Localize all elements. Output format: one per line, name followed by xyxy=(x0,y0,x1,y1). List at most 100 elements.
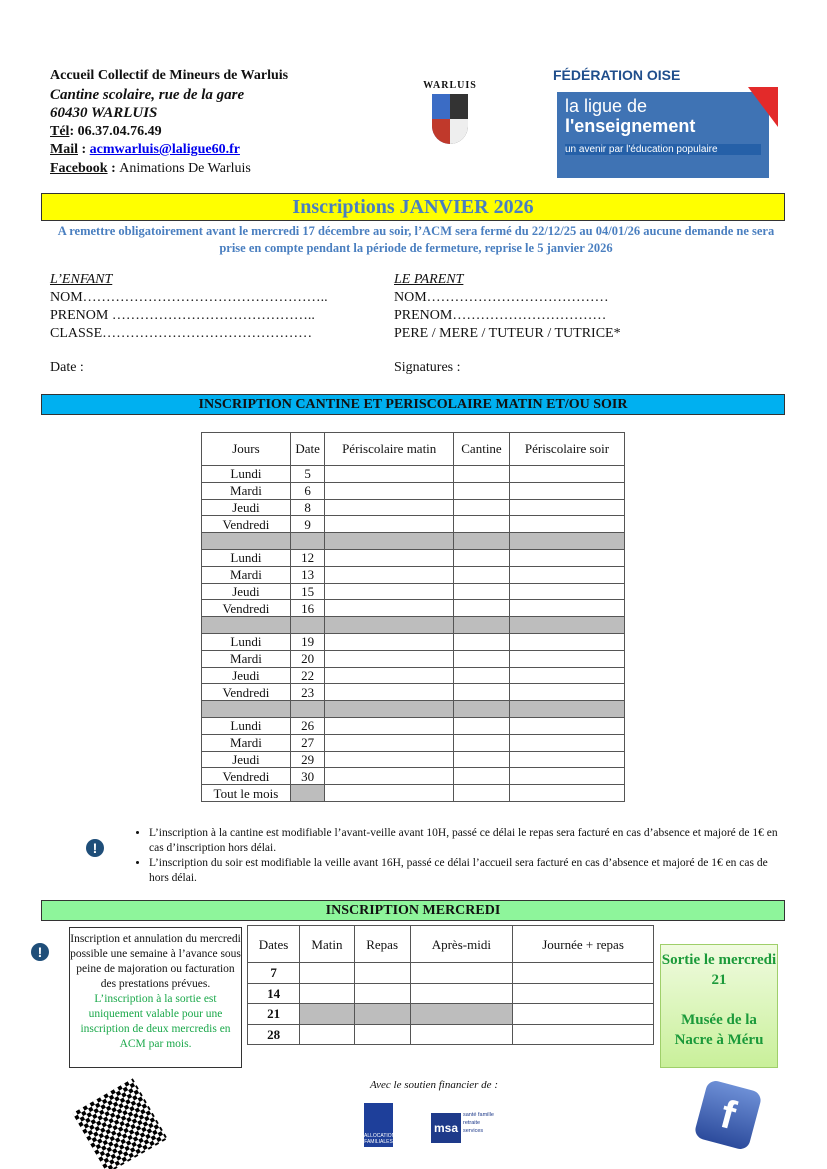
day-cell: Tout le mois xyxy=(201,784,291,802)
matin-checkbox[interactable] xyxy=(324,767,454,786)
cantine-checkbox[interactable] xyxy=(453,548,510,567)
cantine-checkbox[interactable] xyxy=(453,498,510,517)
repas-checkbox[interactable] xyxy=(353,1023,411,1045)
day-cell: Jeudi xyxy=(201,582,291,601)
soir-checkbox[interactable] xyxy=(508,599,626,618)
matin-checkbox[interactable] xyxy=(324,649,454,668)
matin-checkbox[interactable] xyxy=(324,515,454,534)
matin-checkbox[interactable] xyxy=(324,565,454,584)
repas-checkbox[interactable] xyxy=(353,1003,411,1025)
soir-checkbox[interactable] xyxy=(508,481,626,500)
matin-checkbox[interactable] xyxy=(324,599,454,618)
matin-checkbox[interactable] xyxy=(324,683,454,702)
matin-checkbox[interactable] xyxy=(324,733,454,752)
soir-checkbox[interactable] xyxy=(508,548,626,567)
matin-checkbox[interactable] xyxy=(299,1023,355,1045)
matin-checkbox[interactable] xyxy=(324,548,454,567)
journee-checkbox[interactable] xyxy=(512,1023,654,1045)
cantine-checkbox[interactable] xyxy=(453,767,510,786)
table-row: Jeudi 8 xyxy=(201,498,626,517)
repas-checkbox[interactable] xyxy=(353,962,411,984)
matin-checkbox[interactable] xyxy=(324,632,454,651)
child-name-field[interactable]: NOM…………………………………………….. xyxy=(50,290,328,305)
soir-checkbox[interactable] xyxy=(508,683,626,702)
soir-checkbox[interactable] xyxy=(508,767,626,786)
matin-checkbox[interactable] xyxy=(299,962,355,984)
tel-value: : 06.37.04.76.49 xyxy=(69,123,162,139)
qr-code[interactable] xyxy=(68,1074,172,1169)
child-firstname-field[interactable]: PRENOM …………………………………….. xyxy=(50,308,315,323)
rules-list: L’inscription à la cantine est modifiabl… xyxy=(125,826,785,886)
table-row: Jeudi 29 xyxy=(201,750,626,769)
table-row: Vendredi 16 xyxy=(201,599,626,618)
cantine-checkbox[interactable] xyxy=(453,784,510,802)
soir-checkbox[interactable] xyxy=(508,582,626,601)
matin-checkbox[interactable] xyxy=(299,982,355,1004)
matin-checkbox[interactable] xyxy=(324,582,454,601)
cantine-checkbox[interactable] xyxy=(453,683,510,702)
apres-midi-checkbox[interactable] xyxy=(409,962,514,984)
mail-link[interactable]: acmwarluis@laligue60.fr xyxy=(89,142,240,157)
soir-checkbox[interactable] xyxy=(508,750,626,769)
matin-checkbox[interactable] xyxy=(299,1003,355,1025)
cantine-checkbox[interactable] xyxy=(453,465,510,483)
journee-checkbox[interactable] xyxy=(512,962,654,984)
sortie-date: Sortie le mercredi 21 xyxy=(661,952,777,988)
table-row: Vendredi 9 xyxy=(201,515,626,534)
soir-checkbox[interactable] xyxy=(508,565,626,584)
matin-checkbox[interactable] xyxy=(324,498,454,517)
section-cantine-title: INSCRIPTION CANTINE ET PERISCOLAIRE MATI… xyxy=(41,394,785,415)
cantine-checkbox[interactable] xyxy=(453,716,510,735)
repas-checkbox[interactable] xyxy=(353,982,411,1004)
cantine-checkbox[interactable] xyxy=(453,750,510,769)
parent-name-field[interactable]: NOM………………………………… xyxy=(394,290,609,305)
child-section: L’ENFANT NOM…………………………………………….. PRENOM …… xyxy=(50,271,328,377)
date-cell: 22 xyxy=(289,666,326,685)
cantine-checkbox[interactable] xyxy=(453,515,510,534)
soir-checkbox[interactable] xyxy=(508,632,626,651)
warluis-crest-logo: WARLUIS xyxy=(410,80,490,160)
soir-checkbox[interactable] xyxy=(508,465,626,483)
day-cell: Vendredi xyxy=(201,767,291,786)
soir-checkbox[interactable] xyxy=(508,515,626,534)
cantine-checkbox[interactable] xyxy=(453,733,510,752)
cantine-checkbox[interactable] xyxy=(453,666,510,685)
sortie-place: Musée de la Nacre à Méru xyxy=(674,1012,764,1048)
soir-checkbox[interactable] xyxy=(508,498,626,517)
cantine-checkbox[interactable] xyxy=(453,582,510,601)
week-separator xyxy=(201,532,626,550)
journee-checkbox[interactable] xyxy=(512,1003,654,1025)
cantine-checkbox[interactable] xyxy=(453,649,510,668)
parent-role-field[interactable]: PERE / MERE / TUTEUR / TUTRICE* xyxy=(394,326,621,341)
soir-checkbox[interactable] xyxy=(508,784,626,802)
matin-checkbox[interactable] xyxy=(324,481,454,500)
cantine-checkbox[interactable] xyxy=(453,481,510,500)
matin-checkbox[interactable] xyxy=(324,716,454,735)
table-row: 21 xyxy=(246,1003,654,1025)
facebook-like-icon[interactable]: f xyxy=(693,1078,763,1152)
matin-checkbox[interactable] xyxy=(324,666,454,685)
matin-checkbox[interactable] xyxy=(324,784,454,802)
soir-checkbox[interactable] xyxy=(508,666,626,685)
soir-checkbox[interactable] xyxy=(508,733,626,752)
col-header: Matin xyxy=(299,925,355,963)
matin-checkbox[interactable] xyxy=(324,465,454,483)
apres-midi-checkbox[interactable] xyxy=(409,982,514,1004)
cantine-checkbox[interactable] xyxy=(453,599,510,618)
soir-checkbox[interactable] xyxy=(508,649,626,668)
caf-text: ALLOCATIONS FAMILIALES xyxy=(364,1133,399,1145)
parent-firstname-field[interactable]: PRENOM…………………………… xyxy=(394,308,607,323)
soir-checkbox[interactable] xyxy=(508,716,626,735)
apres-midi-checkbox[interactable] xyxy=(409,1003,514,1025)
child-class-field[interactable]: CLASSE……………………………………… xyxy=(50,326,313,341)
cantine-checkbox[interactable] xyxy=(453,632,510,651)
red-triangle-icon xyxy=(748,87,778,127)
date-field[interactable]: Date : xyxy=(50,360,84,375)
signatures-field[interactable]: Signatures : xyxy=(394,360,461,375)
journee-checkbox[interactable] xyxy=(512,982,654,1004)
apres-midi-checkbox[interactable] xyxy=(409,1023,514,1045)
day-cell: Lundi xyxy=(201,716,291,735)
cantine-checkbox[interactable] xyxy=(453,565,510,584)
matin-checkbox[interactable] xyxy=(324,750,454,769)
col-header: Après-midi xyxy=(409,925,514,963)
